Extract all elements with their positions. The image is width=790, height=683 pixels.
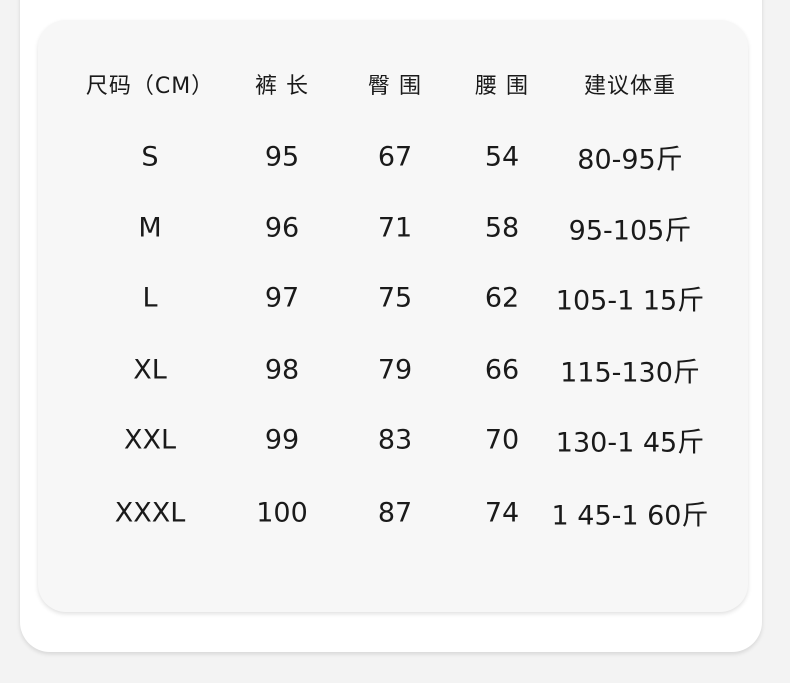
cell-size: M [138, 212, 162, 244]
cell-weight: 115-130斤 [560, 357, 700, 389]
cell-pants-length: 100 [256, 497, 308, 529]
cell-pants-length: 98 [264, 354, 300, 386]
cell-weight: 130-1 45斤 [555, 427, 705, 459]
header-hip: 臀 围 [368, 74, 422, 99]
cell-pants-length: 96 [264, 212, 300, 244]
cell-waist: 62 [484, 282, 520, 314]
cell-hip: 75 [377, 282, 413, 314]
header-waist: 腰 围 [475, 74, 529, 99]
cell-hip: 87 [377, 497, 413, 529]
cell-size: XL [133, 354, 167, 386]
header-weight: 建议体重 [583, 74, 677, 99]
size-chart-table: 尺码（CM） 裤 长 臀 围 腰 围 建议体重 S 95 67 54 80-95斤 M 96 71 58 9… [38, 20, 748, 612]
cell-waist: 54 [484, 141, 520, 173]
cell-waist: 58 [484, 212, 520, 244]
cell-pants-length: 99 [264, 424, 300, 456]
cell-size: S [141, 141, 159, 173]
cell-hip: 67 [377, 141, 413, 173]
header-pants-length: 裤 长 [255, 74, 309, 99]
cell-size: L [142, 282, 158, 314]
cell-pants-length: 95 [264, 141, 300, 173]
cell-weight: 105-1 15斤 [555, 285, 705, 317]
cell-weight: 95-105斤 [568, 215, 692, 247]
cell-waist: 74 [484, 497, 520, 529]
cell-hip: 71 [377, 212, 413, 244]
cell-size: XXL [123, 424, 177, 456]
cell-hip: 79 [377, 354, 413, 386]
cell-pants-length: 97 [264, 282, 300, 314]
cell-size: XXXL [114, 497, 186, 529]
header-size: 尺码（CM） [85, 74, 215, 99]
cell-weight: 80-95斤 [577, 144, 683, 176]
cell-waist: 70 [484, 424, 520, 456]
cell-weight: 1 45-1 60斤 [551, 500, 709, 532]
cell-waist: 66 [484, 354, 520, 386]
cell-hip: 83 [377, 424, 413, 456]
